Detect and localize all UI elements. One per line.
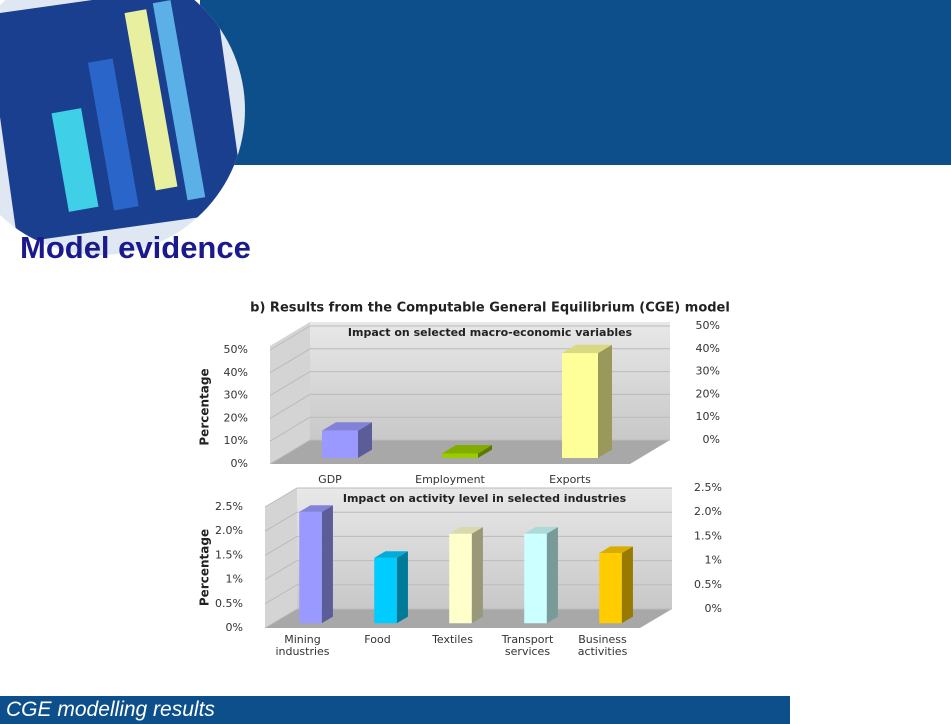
bar-top (449, 527, 483, 534)
y2-tick-label: 20% (696, 387, 720, 400)
y-tick-label: 10% (224, 434, 248, 447)
y-tick-label: 0.5% (215, 597, 243, 610)
grid-line (269, 439, 311, 465)
bar (374, 557, 397, 624)
bar-top (562, 344, 612, 354)
y2-tick-label: 2.5% (694, 481, 722, 494)
side-wall (270, 322, 310, 464)
y-tick-label: 2.5% (215, 500, 243, 513)
bar-side (598, 344, 612, 458)
footer: CGE modelling results (0, 696, 790, 724)
y-tick-label: 2.0% (215, 524, 243, 537)
bar-top (599, 546, 633, 554)
grid-line (269, 416, 311, 442)
y2-tick-label: 10% (696, 410, 720, 423)
chart-title: Impact on activity level in selected ind… (343, 492, 627, 505)
bar-top (374, 551, 408, 558)
x-tick-label: Business activities (577, 633, 628, 658)
y-tick-label: 1% (226, 573, 243, 586)
bar (449, 533, 472, 624)
bar (524, 533, 547, 624)
y2-tick-label: 1.5% (694, 529, 722, 542)
x-tick-label: Transport services (501, 633, 554, 658)
y2-tick-label: 40% (696, 342, 720, 355)
grid-line (269, 371, 311, 397)
bar (562, 353, 598, 458)
x-tick-label: Employment (415, 473, 485, 486)
bar-side (621, 546, 633, 624)
y2-tick-label: 1% (705, 554, 722, 567)
y2-tick-label: 0% (705, 602, 722, 615)
slide-title: Model evidence (20, 230, 251, 265)
y-tick-label: 0% (231, 457, 248, 470)
y-tick-label: 0% (226, 621, 243, 634)
y-tick-label: 40% (224, 366, 248, 379)
y2-tick-label: 0% (703, 433, 720, 446)
bar-side (396, 551, 408, 624)
x-tick-label: Mining industries (275, 633, 330, 658)
bar (299, 511, 322, 624)
bar-side (358, 422, 372, 458)
side-wall (265, 488, 297, 628)
header-logo (0, 0, 245, 255)
grid-line (269, 393, 311, 419)
x-tick-label: Food (364, 633, 391, 646)
x-tick-label: Textiles (432, 633, 473, 646)
y-tick-label: 20% (224, 411, 248, 424)
bar-side (471, 527, 483, 624)
bar-top (442, 445, 492, 454)
bar (599, 553, 622, 624)
y2-tick-label: 50% (696, 319, 720, 332)
grid-line (269, 348, 311, 374)
grid-line (264, 608, 298, 629)
y-axis-label: Percentage (198, 529, 212, 606)
grid-line (269, 325, 311, 351)
bar-side (478, 445, 492, 458)
grid-line (264, 487, 298, 508)
grid-line (264, 560, 298, 581)
y-tick-label: 1.5% (215, 548, 243, 561)
y-tick-label: 50% (224, 343, 248, 356)
bar-top (299, 505, 333, 512)
bar (442, 453, 478, 458)
bar (322, 430, 358, 458)
bar-side (321, 505, 333, 624)
y-axis-label: Percentage (198, 368, 212, 445)
grid-line (264, 584, 298, 605)
bar-top (322, 422, 372, 431)
x-tick-label: Exports (549, 473, 591, 486)
y-tick-label: 30% (224, 389, 248, 402)
grid-line (264, 511, 298, 532)
bar-top (524, 527, 558, 534)
chart-title: Impact on selected macro-economic variab… (348, 326, 633, 339)
header-banner (200, 0, 951, 165)
y2-tick-label: 2.0% (694, 505, 722, 518)
bar-side (546, 527, 558, 624)
grid-line (264, 535, 298, 556)
figure-title: b) Results from the Computable General E… (250, 301, 730, 316)
y2-tick-label: 0.5% (694, 578, 722, 591)
x-tick-label: GDP (318, 473, 342, 486)
y2-tick-label: 30% (696, 365, 720, 378)
